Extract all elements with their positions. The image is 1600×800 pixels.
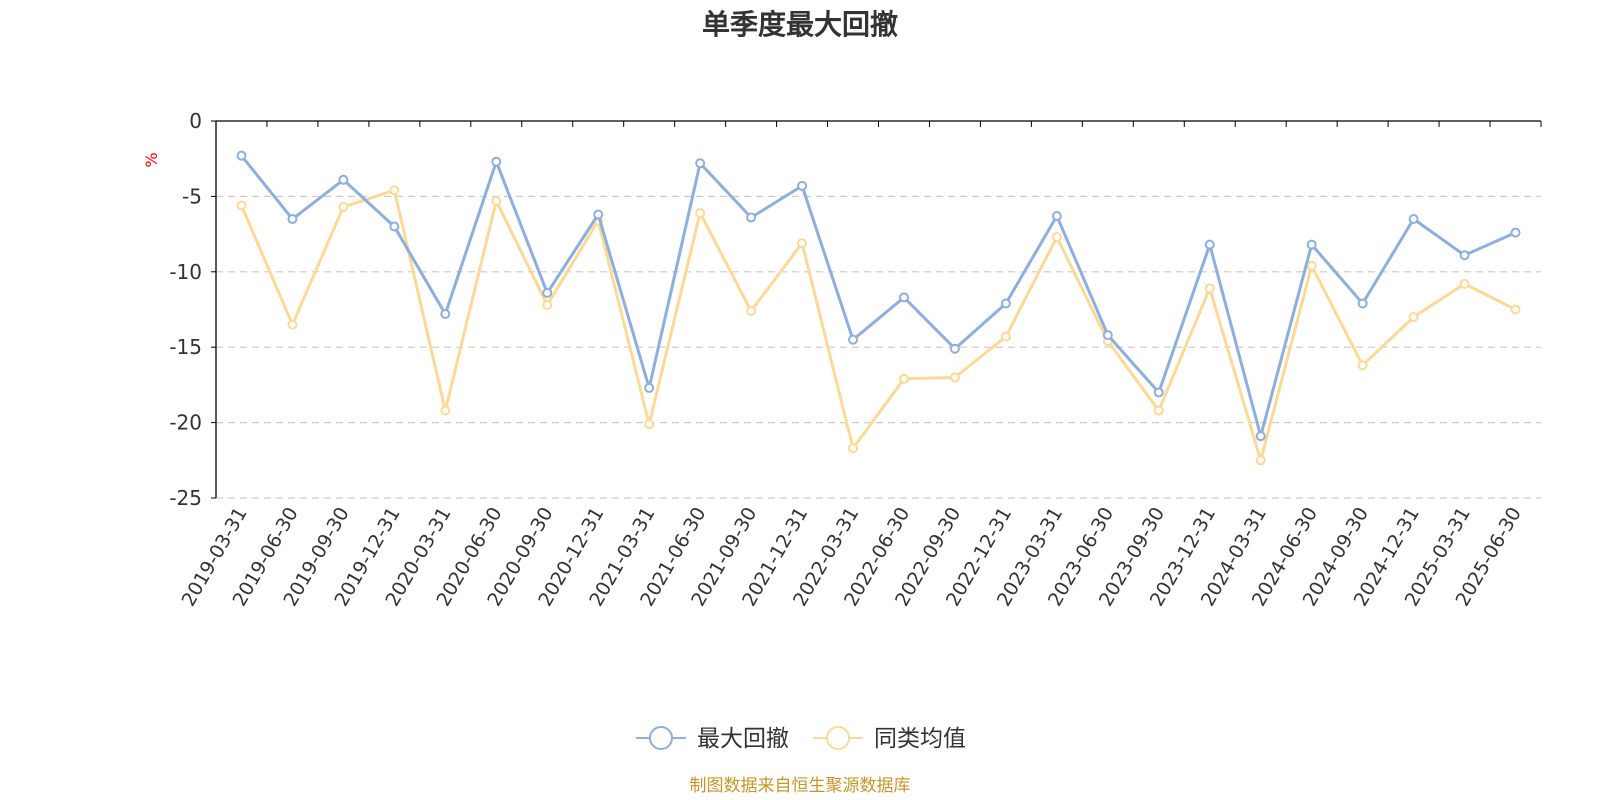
y-tick-label: -25 xyxy=(169,486,202,510)
data-point xyxy=(1204,239,1215,250)
data-point xyxy=(695,158,706,169)
data-point xyxy=(542,299,553,310)
data-point xyxy=(797,238,808,249)
chart-title: 单季度最大回撤 xyxy=(702,8,898,41)
data-point xyxy=(1306,239,1317,250)
data-source-note: 制图数据来自恒生聚源数据库 xyxy=(690,776,911,796)
legend: 最大回撤 同类均值 xyxy=(636,726,966,752)
legend-marker-peer-average xyxy=(826,726,850,750)
grid-lines xyxy=(216,195,1541,499)
data-point xyxy=(848,334,859,345)
series-max-drawdown xyxy=(236,150,1521,442)
data-point xyxy=(1408,312,1419,323)
y-tick-label: -5 xyxy=(182,184,202,208)
data-point xyxy=(644,382,655,393)
data-point xyxy=(746,306,757,317)
data-point xyxy=(287,214,298,225)
data-point xyxy=(1204,283,1215,294)
series-peer-average xyxy=(236,185,1521,466)
data-point xyxy=(644,419,655,430)
data-point xyxy=(593,209,604,220)
data-point xyxy=(440,405,451,416)
y-tick-label: -15 xyxy=(169,335,202,359)
y-tick-label: -10 xyxy=(169,260,202,284)
data-point xyxy=(287,319,298,330)
data-point xyxy=(1510,227,1521,238)
data-point xyxy=(898,292,909,303)
data-point xyxy=(1051,232,1062,243)
data-point xyxy=(1510,304,1521,315)
series-line xyxy=(240,154,1517,438)
data-point xyxy=(1357,360,1368,371)
data-point xyxy=(1459,250,1470,261)
data-point xyxy=(338,201,349,212)
data-point xyxy=(1255,455,1266,466)
data-point xyxy=(1357,298,1368,309)
axes xyxy=(211,120,1542,499)
data-point xyxy=(338,174,349,185)
legend-item-max-drawdown[interactable]: 最大回撤 xyxy=(636,726,789,752)
y-axis-ticks: 0 -5 -10 -15 -20 -25 xyxy=(169,109,202,510)
y-tick-label: -20 xyxy=(169,411,202,435)
series-line xyxy=(240,188,1517,462)
data-point xyxy=(236,200,247,211)
y-tick-label: 0 xyxy=(189,109,202,133)
data-point xyxy=(797,180,808,191)
data-point xyxy=(949,372,960,383)
legend-item-peer-average[interactable]: 同类均值 xyxy=(813,726,966,752)
data-point xyxy=(491,156,502,167)
data-point xyxy=(1408,214,1419,225)
data-point xyxy=(491,195,502,206)
y-axis-unit: % xyxy=(142,152,161,167)
data-point xyxy=(1306,260,1317,271)
legend-label-peer-average: 同类均值 xyxy=(874,726,966,752)
data-point xyxy=(389,221,400,232)
data-point xyxy=(1102,330,1113,341)
data-point xyxy=(1459,278,1470,289)
legend-marker-max-drawdown xyxy=(649,726,673,750)
data-point xyxy=(746,212,757,223)
x-axis-ticks: 2019-03-312019-06-302019-09-302019-12-31… xyxy=(178,503,1526,610)
data-point xyxy=(1000,331,1011,342)
series-layer xyxy=(236,150,1521,466)
data-point xyxy=(440,309,451,320)
data-point xyxy=(389,185,400,196)
data-point xyxy=(949,343,960,354)
data-point xyxy=(1153,387,1164,398)
data-point xyxy=(695,207,706,218)
data-point xyxy=(1000,298,1011,309)
data-point xyxy=(848,443,859,454)
data-point xyxy=(1153,405,1164,416)
data-point xyxy=(236,150,247,161)
data-point xyxy=(542,287,553,298)
legend-label-max-drawdown: 最大回撤 xyxy=(697,726,789,752)
data-point xyxy=(1051,211,1062,222)
data-point xyxy=(898,373,909,384)
data-point xyxy=(1255,431,1266,442)
